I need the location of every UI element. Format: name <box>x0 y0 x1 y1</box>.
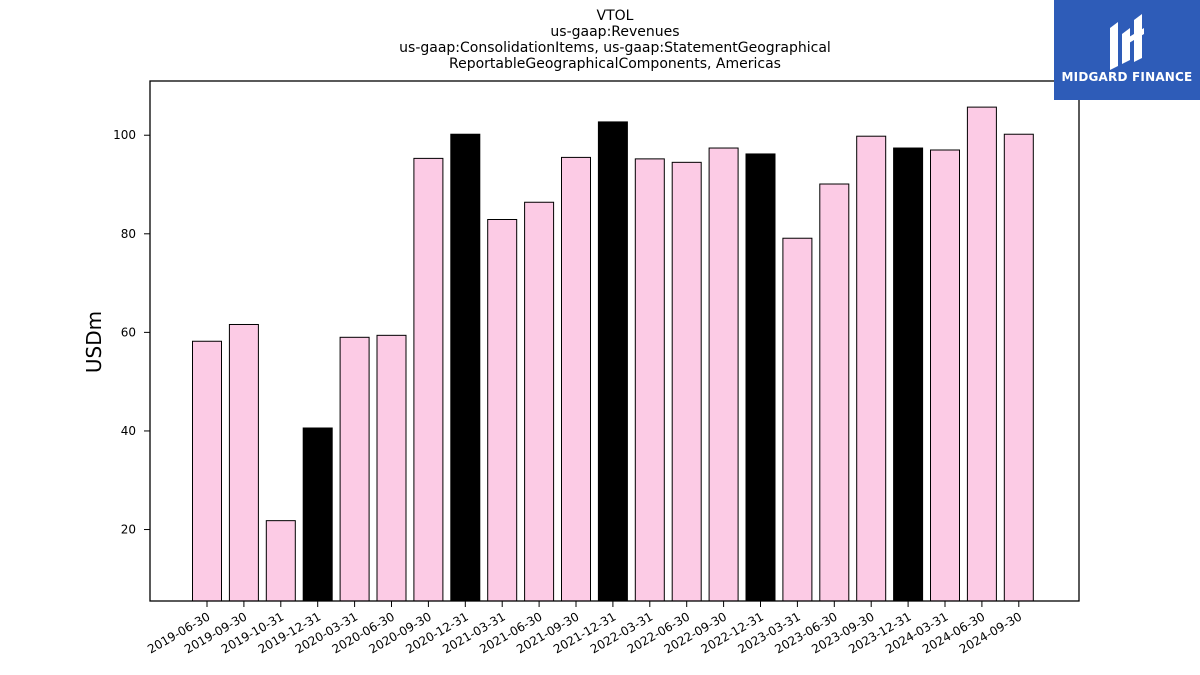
bar-2021-03-31 <box>487 219 518 602</box>
chart-title-line-metric: us-gaap:Revenues <box>550 24 679 40</box>
y-tick-label: 20 <box>121 523 136 537</box>
bar-2020-09-30 <box>413 157 444 602</box>
midgard-logo-icon <box>1110 14 1144 70</box>
chart-title-line-member: ReportableGeographicalComponents, Americ… <box>449 56 781 72</box>
bar-2023-09-30 <box>856 135 887 602</box>
y-tick-label: 40 <box>121 424 136 438</box>
y-tick-label: 100 <box>113 128 136 142</box>
bar-2021-06-30 <box>524 201 555 602</box>
brand-logo: MIDGARD FINANCE <box>1054 0 1200 100</box>
chart-title-line-ticker: VTOL <box>597 8 634 24</box>
bar-2022-09-30 <box>708 147 739 602</box>
bar-2019-06-30 <box>192 340 222 602</box>
bar-series <box>192 106 1034 602</box>
y-axis-label: USDm <box>82 311 106 373</box>
y-tick-label: 60 <box>121 325 136 339</box>
bar-2021-12-31 <box>597 121 628 602</box>
bar-2021-09-30 <box>561 156 591 602</box>
y-tick-label: 80 <box>121 227 136 241</box>
bar-2024-09-30 <box>1003 133 1034 602</box>
bar-2023-06-30 <box>819 183 850 602</box>
bar-2023-12-31 <box>893 147 924 602</box>
bar-2022-12-31 <box>745 153 776 602</box>
bar-2023-03-31 <box>782 237 813 602</box>
bar-2019-09-30 <box>228 323 259 602</box>
bar-2020-06-30 <box>376 334 407 602</box>
chart-title: VTOL us-gaap:Revenues us-gaap:Consolidat… <box>399 8 831 72</box>
bar-2020-12-31 <box>450 133 481 602</box>
bar-2019-12-31 <box>302 427 333 602</box>
bar-2019-10-31 <box>265 520 296 602</box>
bar-2022-03-31 <box>634 158 665 602</box>
plot-area-frame <box>149 80 1080 602</box>
bar-2024-06-30 <box>966 106 997 602</box>
bar-2020-03-31 <box>339 336 370 602</box>
bar-2024-03-31 <box>930 149 960 602</box>
brand-name: MIDGARD FINANCE <box>1061 70 1193 84</box>
x-axis-ticks: 2019-06-302019-09-302019-10-312019-12-31… <box>145 601 1024 656</box>
chart-title-line-axis: us-gaap:ConsolidationItems, us-gaap:Stat… <box>399 40 831 56</box>
bar-2022-06-30 <box>671 161 702 602</box>
y-axis-ticks: 20 40 60 80 100 <box>113 128 150 537</box>
